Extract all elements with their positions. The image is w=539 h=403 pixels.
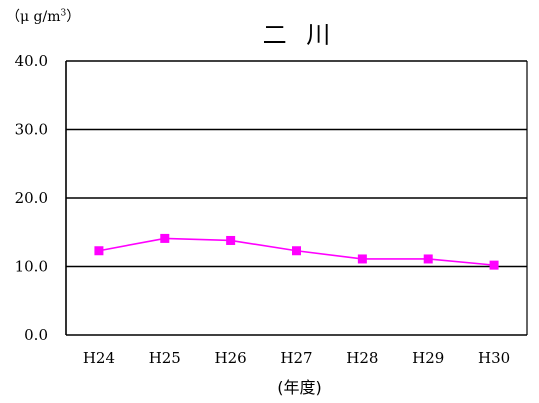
data-series — [94, 233, 499, 270]
data-point — [292, 246, 301, 256]
x-tick-label: H29 — [412, 349, 444, 367]
x-tick-label: H25 — [149, 349, 181, 367]
plot-frame — [65, 61, 528, 335]
y-tick-labels: 0.0 10.0 20.0 30.0 40.0 — [15, 52, 48, 344]
y-tick-label: 20.0 — [15, 189, 48, 207]
data-point — [226, 235, 236, 245]
grid-lines — [66, 60, 527, 336]
y-tick-label: 30.0 — [15, 121, 48, 139]
y-axis-unit-label: （μ g/m3） — [6, 8, 81, 25]
data-point — [357, 254, 367, 264]
x-tick-label: H28 — [346, 349, 378, 367]
x-tick-label: H26 — [215, 349, 247, 367]
data-point — [94, 246, 104, 256]
x-tick-label: H24 — [83, 349, 115, 367]
data-point — [423, 254, 433, 264]
x-tick-label: H27 — [280, 349, 312, 367]
chart-title: 二 川 — [262, 21, 337, 49]
x-axis-label: (年度) — [277, 378, 322, 397]
x-tick-labels: H24 H25 H26 H27 H28 H29 H30 — [83, 349, 510, 367]
y-tick-label: 10.0 — [15, 258, 48, 276]
data-point — [489, 260, 499, 270]
x-tick-label: H30 — [478, 349, 510, 367]
y-tick-label: 0.0 — [24, 326, 48, 344]
data-point — [160, 233, 170, 243]
y-tick-label: 40.0 — [15, 52, 48, 70]
